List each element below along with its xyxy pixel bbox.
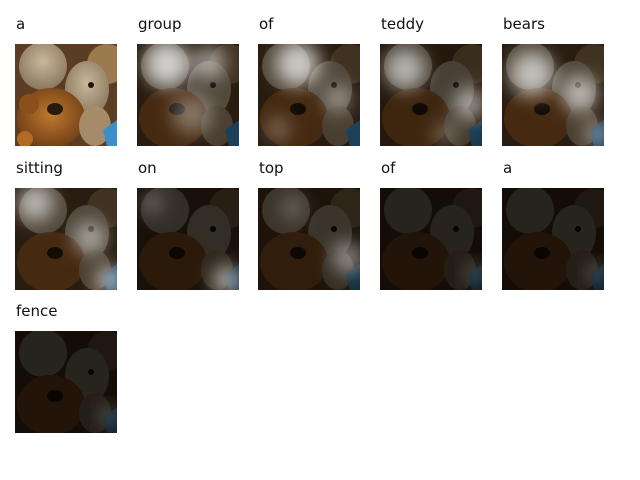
- word-label: a: [16, 15, 26, 33]
- attention-map-overlay-icon: [502, 188, 604, 290]
- word-label: fence: [16, 302, 58, 320]
- word-label: of: [381, 159, 396, 177]
- word-label: top: [259, 159, 284, 177]
- attention-map-overlay-icon: [15, 188, 117, 290]
- word-label: group: [138, 15, 182, 33]
- word-label: a: [503, 159, 513, 177]
- attention-map-overlay-icon: [502, 44, 604, 146]
- word-label: sitting: [16, 159, 63, 177]
- attention-map-overlay-icon: [258, 188, 360, 290]
- attention-map-overlay-icon: [15, 331, 117, 433]
- attention-map-overlay-icon: [380, 188, 482, 290]
- word-label: bears: [503, 15, 545, 33]
- attention-map-overlay-icon: [137, 188, 239, 290]
- word-label: teddy: [381, 15, 425, 33]
- teddy-bear-photo-icon: [15, 44, 117, 146]
- word-label: of: [259, 15, 274, 33]
- attention-map-overlay-icon: [137, 44, 239, 146]
- attention-map-overlay-icon: [258, 44, 360, 146]
- attention-map-overlay-icon: [380, 44, 482, 146]
- word-label: on: [138, 159, 157, 177]
